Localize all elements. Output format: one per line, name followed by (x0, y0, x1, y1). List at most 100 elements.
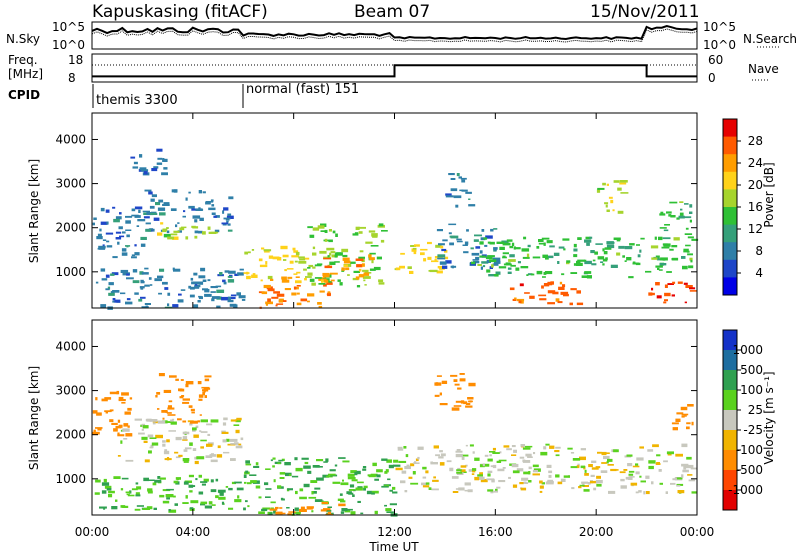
echo-cell-1 (95, 427, 103, 429)
colorbar-tick-4: 12 (748, 222, 763, 236)
echo-cell-2 (200, 419, 208, 423)
echo-cell-0 (188, 484, 194, 488)
echo-cell-5 (283, 259, 287, 261)
echo-cell-6 (422, 485, 430, 488)
echo-cell-7 (329, 261, 336, 265)
echo-cell-4 (340, 511, 345, 514)
echo-cell-11 (546, 240, 553, 244)
echo-cell-6 (549, 445, 555, 449)
echo-cell-12 (558, 286, 565, 290)
echo-cell-4 (337, 498, 344, 501)
echo-cell-11 (498, 266, 507, 269)
echo-cell-6 (430, 462, 438, 465)
echo-cell-11 (584, 260, 592, 265)
echo-cell-9 (414, 244, 420, 247)
echo-cell-7 (465, 402, 471, 405)
echo-cell-15 (456, 173, 460, 177)
echo-cell-6 (287, 276, 293, 279)
echo-cell-7 (355, 226, 360, 230)
echo-cell-2 (192, 448, 197, 451)
echo-cell-2 (170, 421, 177, 425)
echo-cell-9 (410, 245, 416, 247)
echo-cell-0 (228, 270, 236, 274)
echo-cell-7 (317, 225, 325, 229)
echo-cell-10 (473, 260, 480, 264)
echo-cell-10 (475, 246, 481, 249)
echo-cell-6 (431, 488, 439, 491)
echo-cell-11 (553, 252, 560, 256)
echo-cell-11 (590, 250, 595, 254)
echo-cell-6 (472, 451, 475, 454)
echo-cell-0 (234, 481, 242, 484)
echo-cell-6 (326, 293, 331, 296)
echo-cell-10 (482, 265, 486, 268)
echo-cell-6 (469, 444, 474, 447)
echo-cell-1 (121, 252, 128, 256)
echo-cell-12 (576, 290, 581, 294)
echo-cell-0 (228, 507, 234, 510)
velocity-echo-cells (92, 373, 697, 517)
echo-cell-3 (188, 405, 193, 408)
echo-cell-6 (547, 481, 554, 484)
echo-cell-11 (626, 257, 632, 261)
echo-cell-11 (536, 246, 540, 249)
echo-cell-6 (410, 482, 419, 485)
colorbar-swatch-7 (723, 242, 737, 261)
echo-cell-11 (591, 263, 597, 266)
echo-cell-6 (317, 302, 322, 305)
echo-cell-6 (413, 462, 420, 464)
cpid-label: CPID (8, 88, 40, 102)
x-tick-label-0: 00:00 (75, 525, 110, 539)
echo-cell-8 (322, 275, 330, 278)
echo-cell-2 (166, 230, 170, 234)
echo-cell-6 (613, 449, 619, 453)
echo-cell-3 (179, 396, 184, 399)
echo-cell-1 (115, 425, 122, 429)
echo-cell-0 (188, 474, 194, 478)
echo-cell-4 (311, 491, 314, 495)
echo-cell-0 (166, 488, 174, 491)
echo-cell-3 (167, 236, 174, 240)
echo-cell-13 (663, 301, 667, 304)
power-colorbar: 28 24 20 16 12 8 4 (722, 118, 763, 296)
echo-cell-0 (190, 500, 199, 504)
echo-cell-4 (316, 459, 324, 462)
echo-cell-2 (200, 431, 208, 433)
echo-cell-6 (567, 447, 573, 450)
echo-cell-9 (427, 256, 432, 260)
echo-cell-1 (97, 233, 102, 237)
echo-cell-6 (548, 474, 552, 478)
echo-cell-6 (643, 491, 646, 495)
echo-cell-16 (606, 183, 609, 186)
echo-cell-4 (338, 457, 346, 459)
echo-cell-13 (664, 284, 668, 288)
echo-cell-11 (562, 238, 570, 241)
echo-cell-8 (681, 415, 685, 418)
echo-cell-11 (563, 248, 566, 251)
echo-cell-6 (489, 451, 496, 453)
echo-cell-4 (342, 479, 344, 482)
echo-cell-12 (539, 298, 547, 301)
echo-cell-5 (259, 264, 268, 268)
echo-cell-5 (289, 260, 294, 264)
echo-cell-6 (582, 483, 585, 486)
echo-cell-2 (134, 418, 142, 421)
echo-cell-2 (155, 434, 163, 439)
time-x-axis: 00:00 04:00 08:00 12:00 16:00 20:00 00:00 (75, 113, 714, 539)
echo-cell-2 (162, 440, 166, 443)
echo-cell-11 (561, 273, 565, 276)
echo-cell-6 (635, 463, 639, 466)
echo-cell-6 (471, 473, 475, 475)
echo-cell-8 (369, 257, 375, 261)
echo-cell-7 (371, 259, 374, 264)
echo-cell-6 (398, 460, 407, 463)
echo-cell-11 (532, 256, 541, 259)
echo-cell-4 (294, 511, 298, 514)
echo-cell-6 (596, 475, 601, 479)
echo-cell-4 (262, 507, 271, 510)
echo-cell-14 (691, 238, 699, 241)
echo-cell-6 (557, 481, 563, 485)
echo-cell-6 (581, 481, 589, 484)
echo-cell-16 (612, 209, 615, 212)
echo-cell-4 (258, 496, 262, 499)
